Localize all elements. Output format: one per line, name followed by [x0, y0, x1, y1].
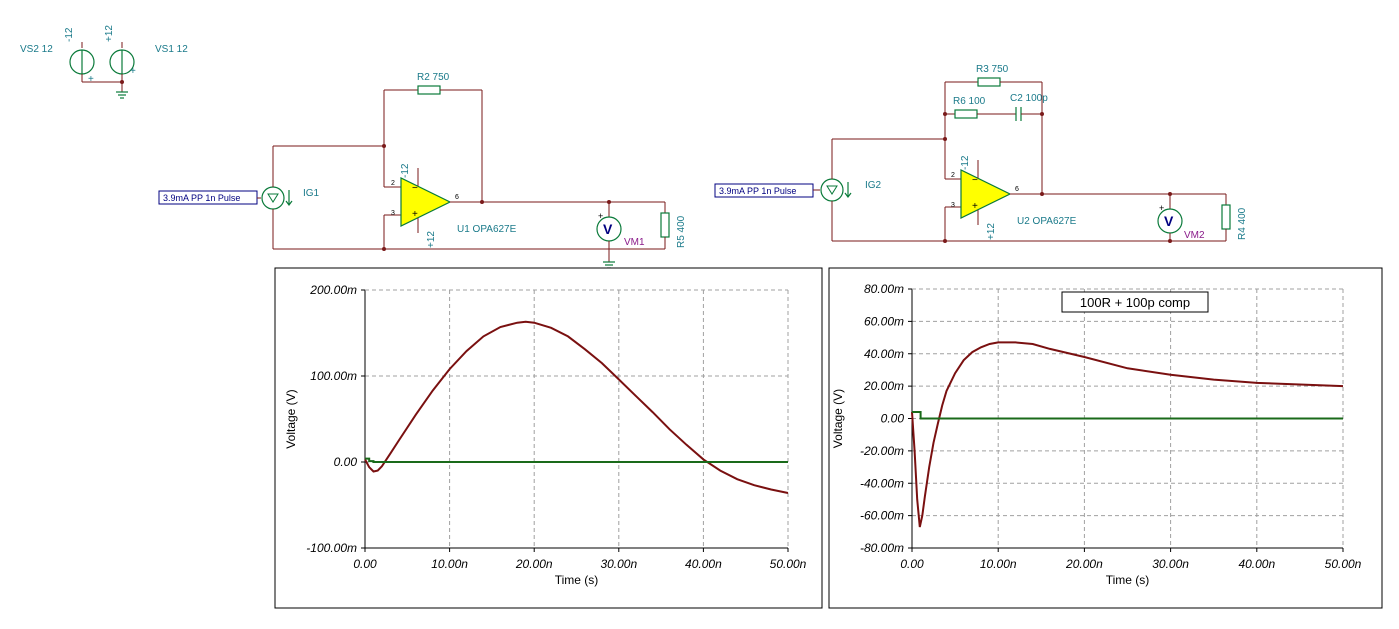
c2-label: C2 100p [1010, 93, 1048, 104]
u1-label: U1 OPA627E [457, 224, 517, 235]
svg-text:−: − [412, 183, 418, 194]
svg-text:+: + [130, 66, 136, 77]
resistor-r5-icon[interactable] [660, 212, 670, 238]
chart1-xtick: 10.00n [980, 557, 1017, 571]
r4-label: R4 400 [1237, 207, 1248, 240]
chart1-ytick: -80.00m [860, 541, 904, 555]
u2-label: U2 OPA627E [1017, 216, 1077, 227]
svg-text:V: V [603, 221, 613, 237]
chart0-ylabel: Voltage (V) [284, 389, 298, 448]
r5-label: R5 400 [676, 215, 687, 248]
chart1-xtick: 20.00n [1065, 557, 1103, 571]
source2-name: IG2 [865, 180, 882, 191]
vs1-label: VS1 12 [155, 44, 188, 55]
chart0-xtick: 10.00n [431, 557, 468, 571]
u2-pin3: 3 [951, 202, 955, 209]
source2-box-text: 3.9mA PP 1n Pulse [719, 186, 796, 196]
chart1-xtick: 40.00n [1238, 557, 1275, 571]
chart0-xtick: 30.00n [600, 557, 637, 571]
r6-label: R6 100 [953, 96, 986, 107]
supply-block: + + VS2 12 VS1 12 -12 +12 [20, 25, 188, 99]
chart0-ytick: -100.00m [306, 541, 357, 555]
chart1-title: 100R + 100p comp [1080, 295, 1190, 310]
source1-name: IG1 [303, 188, 320, 199]
chart0-ytick: 0.00 [334, 455, 358, 469]
chart0-xtick: 0.00 [353, 557, 377, 571]
current-source2-icon[interactable] [820, 178, 844, 202]
chart0-xtick: 40.00n [685, 557, 722, 571]
u1-pos-rail: +12 [426, 231, 437, 248]
chart1-ytick: 20.00m [863, 379, 904, 393]
u2-pin2: 2 [951, 172, 955, 179]
chart1-ylabel: Voltage (V) [831, 389, 845, 448]
resistor-r3-icon[interactable] [977, 77, 1001, 87]
chart1-ytick: -60.00m [860, 509, 904, 523]
chart1-ytick: -20.00m [860, 444, 904, 458]
chart1: 0.00 10.00n 20.00n 30.00n 40.00n 50.00n -100.0… [284, 283, 807, 587]
chart0-ytick: 100.00m [310, 369, 357, 383]
u1-pin2: 2 [391, 180, 395, 187]
u2-pos-rail: +12 [986, 223, 997, 240]
chart0-ytick: 200.00m [309, 283, 357, 297]
chart2: 0.00 10.00n 20.00n 30.00n 40.00n 50.00n -80.00… [831, 282, 1362, 587]
u1-pin3: 3 [391, 210, 395, 217]
svg-text:+: + [972, 201, 978, 212]
chart1-xlabel: Time (s) [1106, 573, 1150, 587]
source1-box-text: 3.9mA PP 1n Pulse [163, 193, 240, 203]
u2-neg-rail: -12 [960, 155, 971, 170]
chart1-xtick: 50.00n [1325, 557, 1362, 571]
chart1-xtick: 30.00n [1152, 557, 1189, 571]
vs2-rail-label: -12 [64, 27, 75, 42]
vs2-label: VS2 12 [20, 44, 53, 55]
chart1-ytick: 0.00 [881, 412, 905, 426]
vm1-label: VM1 [624, 237, 645, 248]
resistor-r6-icon[interactable] [954, 109, 978, 119]
chart1-ytick: 40.00m [864, 347, 904, 361]
vs1-rail-label: +12 [104, 25, 115, 42]
svg-text:+: + [88, 74, 94, 85]
svg-text:+: + [598, 211, 603, 221]
chart0-xlabel: Time (s) [555, 573, 599, 587]
resistor-r2-icon[interactable] [417, 85, 441, 95]
chart1-ytick: 80.00m [864, 282, 904, 296]
svg-text:−: − [972, 175, 978, 186]
svg-text:V: V [1164, 213, 1174, 229]
chart1-panel [274, 267, 823, 609]
u2-pin6: 6 [1015, 186, 1019, 193]
svg-text:+: + [412, 209, 418, 220]
u1-pin6: 6 [455, 194, 459, 201]
chart0-series-0-line [364, 320, 789, 494]
chart0-series-1-line [365, 457, 788, 463]
chart2-panel [828, 267, 1383, 609]
u1-neg-rail: -12 [400, 163, 411, 178]
chart1-xtick: 0.00 [900, 557, 924, 571]
opamp-u2-icon[interactable] [960, 169, 1012, 219]
chart1-series-1-line [912, 411, 1343, 420]
r2-label: R2 750 [417, 72, 450, 83]
circuit-2: 3.9mA PP 1n Pulse IG2 R3 750 R6 100 C2 1… [714, 64, 1248, 243]
chart0-xtick: 20.00n [515, 557, 553, 571]
svg-text:+: + [1159, 203, 1164, 213]
chart1-series-0-line [911, 341, 1344, 528]
circuit-1: 3.9mA PP 1n Pulse IG1 R2 750 − + 2 3 6 -… [158, 72, 687, 269]
current-source1-icon[interactable] [261, 186, 285, 210]
r3-label: R3 750 [976, 64, 1009, 75]
vm2-label: VM2 [1184, 230, 1205, 241]
chart1-title-box [1061, 291, 1209, 313]
chart1-ytick: -40.00m [860, 476, 904, 490]
opamp-u1-icon[interactable] [400, 177, 452, 227]
chart1-ytick: 60.00m [864, 314, 904, 328]
chart0-xtick: 50.00n [770, 557, 807, 571]
resistor-r4-icon[interactable] [1221, 204, 1231, 230]
